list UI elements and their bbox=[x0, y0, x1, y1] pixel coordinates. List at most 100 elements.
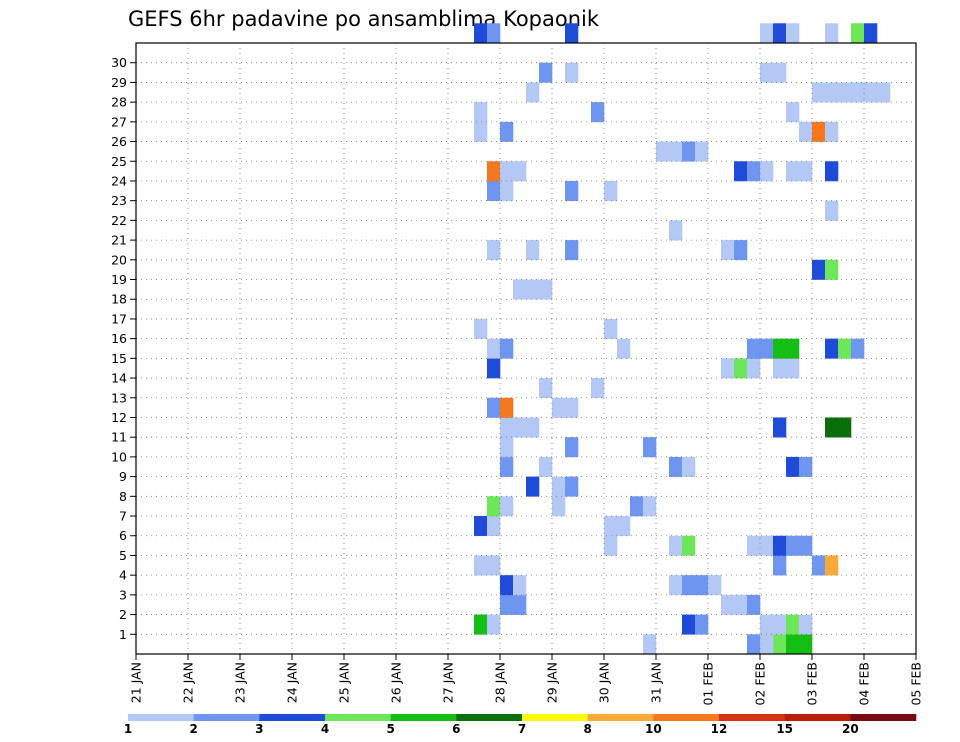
precip-cell bbox=[474, 318, 488, 339]
legend-swatch bbox=[390, 714, 457, 721]
precip-cell bbox=[565, 62, 579, 83]
precip-cell bbox=[760, 338, 774, 359]
precip-cell bbox=[539, 456, 553, 477]
precip-cell bbox=[669, 220, 683, 241]
precip-cell bbox=[474, 516, 488, 537]
precip-cell bbox=[500, 575, 514, 596]
precip-cell bbox=[851, 82, 865, 103]
legend-swatch bbox=[193, 714, 260, 721]
legend-swatch bbox=[719, 714, 785, 721]
legend-swatch bbox=[653, 714, 720, 721]
y-tick-label: 22 bbox=[111, 213, 127, 228]
precip-cell bbox=[773, 417, 787, 438]
precip-cell bbox=[669, 535, 683, 556]
precip-cell bbox=[825, 121, 839, 142]
precip-cell bbox=[747, 358, 761, 379]
legend-swatch bbox=[522, 714, 588, 721]
precip-cell bbox=[604, 318, 618, 339]
y-tick-label: 2 bbox=[119, 607, 127, 622]
precip-cell bbox=[487, 496, 501, 517]
x-tick-label: 30 JAN bbox=[597, 662, 612, 703]
legend-label: 8 bbox=[583, 722, 591, 736]
precip-cell bbox=[500, 456, 514, 477]
x-tick-label: 21 JAN bbox=[129, 662, 144, 703]
precip-cell bbox=[786, 634, 800, 655]
precip-cell bbox=[526, 417, 540, 438]
precip-cell bbox=[552, 397, 566, 418]
precip-cell bbox=[825, 338, 839, 359]
precip-cell bbox=[695, 575, 709, 596]
precip-cell bbox=[747, 535, 761, 556]
precip-cell bbox=[643, 496, 657, 517]
precip-cell bbox=[487, 358, 501, 379]
precip-cell bbox=[682, 141, 696, 162]
y-tick-label: 28 bbox=[111, 95, 127, 110]
precip-cell bbox=[669, 141, 683, 162]
plot-frame bbox=[135, 42, 917, 655]
x-axis-ticks: 21 JAN 22 JAN 23 JAN 24 JAN 25 JAN 26 JAN 27 J… bbox=[129, 654, 924, 706]
precip-cell bbox=[487, 397, 501, 418]
precip-cell bbox=[591, 102, 605, 123]
precip-cell bbox=[500, 437, 514, 458]
legend-label: 10 bbox=[645, 722, 662, 736]
precip-cell bbox=[539, 62, 553, 83]
precip-cell bbox=[552, 476, 566, 497]
precip-cell bbox=[786, 161, 800, 182]
precip-cell bbox=[838, 417, 852, 438]
precip-cell bbox=[773, 634, 787, 655]
y-tick-label: 29 bbox=[111, 75, 127, 90]
y-tick-label: 20 bbox=[111, 252, 127, 267]
precip-cell bbox=[877, 82, 891, 103]
y-tick-label: 5 bbox=[119, 548, 127, 563]
precip-cell bbox=[773, 555, 787, 576]
y-tick-label: 4 bbox=[119, 568, 127, 583]
x-tick-label: 02 FEB bbox=[753, 662, 768, 706]
x-tick-label: 25 JAN bbox=[337, 662, 352, 703]
precip-cell bbox=[773, 614, 787, 635]
y-tick-label: 27 bbox=[111, 114, 127, 129]
precip-cell bbox=[565, 476, 579, 497]
precip-cell bbox=[864, 23, 878, 44]
precip-cell bbox=[474, 121, 488, 142]
x-tick-label: 04 FEB bbox=[857, 662, 872, 706]
x-tick-label: 28 JAN bbox=[493, 662, 508, 703]
precip-cell bbox=[825, 23, 839, 44]
precip-cell bbox=[721, 240, 735, 261]
y-tick-label: 3 bbox=[119, 587, 127, 602]
cells-layer bbox=[474, 23, 891, 655]
y-tick-label: 6 bbox=[119, 528, 127, 543]
x-tick-label: 26 JAN bbox=[389, 662, 404, 703]
precip-cell bbox=[682, 614, 696, 635]
y-tick-label: 17 bbox=[111, 311, 127, 326]
legend-swatch bbox=[587, 714, 654, 721]
precip-cell bbox=[812, 121, 826, 142]
precip-cell bbox=[799, 161, 813, 182]
y-tick-label: 10 bbox=[111, 449, 127, 464]
precip-cell bbox=[604, 535, 618, 556]
legend-swatch bbox=[325, 714, 391, 721]
y-tick-label: 8 bbox=[119, 489, 127, 504]
precip-cell bbox=[565, 397, 579, 418]
legend-label: 7 bbox=[518, 722, 526, 736]
precip-cell bbox=[799, 121, 813, 142]
y-tick-label: 25 bbox=[111, 154, 127, 169]
precip-cell bbox=[734, 358, 748, 379]
precip-cell bbox=[773, 535, 787, 556]
legend-swatch bbox=[128, 714, 194, 721]
precip-cell bbox=[617, 338, 631, 359]
precip-cell bbox=[643, 634, 657, 655]
legend-label: 20 bbox=[842, 722, 859, 736]
y-tick-label: 9 bbox=[119, 469, 127, 484]
precip-cell bbox=[565, 240, 579, 261]
precip-cell bbox=[513, 594, 527, 615]
precip-cell bbox=[825, 200, 839, 221]
precip-cell bbox=[747, 594, 761, 615]
precip-cell bbox=[812, 259, 826, 280]
legend-swatch bbox=[456, 714, 523, 721]
precip-cell bbox=[799, 535, 813, 556]
precip-cell bbox=[786, 23, 800, 44]
y-tick-label: 11 bbox=[111, 430, 127, 445]
x-tick-label: 27 JAN bbox=[441, 662, 456, 703]
precip-cell bbox=[773, 358, 787, 379]
